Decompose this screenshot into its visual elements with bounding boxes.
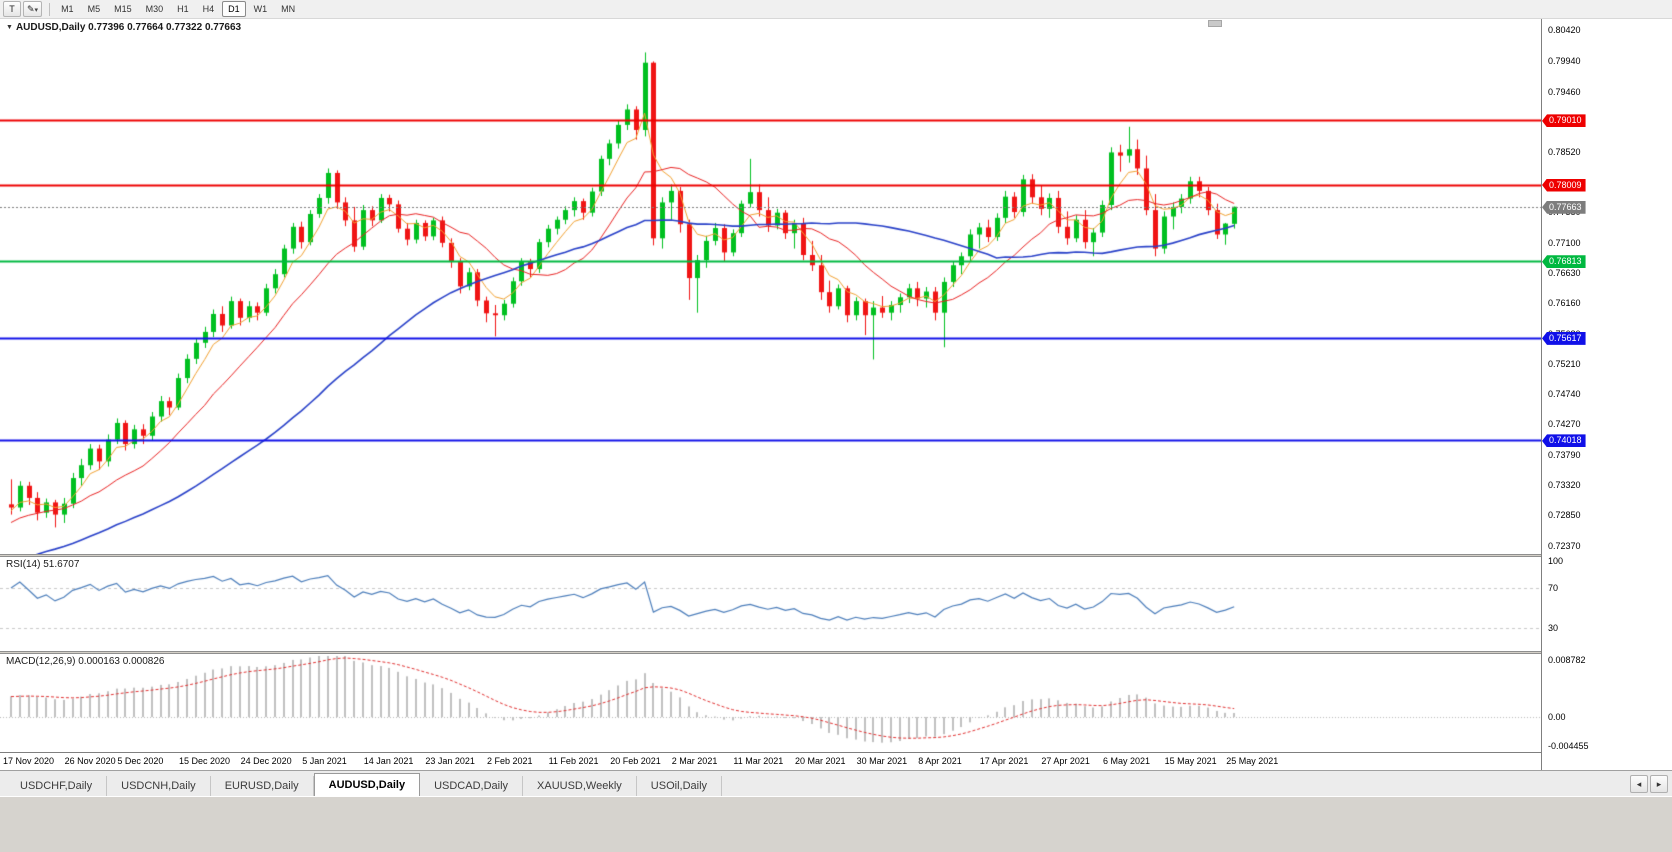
price-chart-canvas[interactable] bbox=[0, 19, 1541, 554]
price-scale-label: 0.76160 bbox=[1548, 298, 1581, 309]
timeframe-button-m5[interactable]: M5 bbox=[82, 1, 107, 17]
chart-tab-usdcad[interactable]: USDCAD,Daily bbox=[420, 776, 524, 796]
rsi-canvas[interactable] bbox=[0, 557, 1541, 651]
time-axis-label: 24 Dec 2020 bbox=[240, 756, 292, 766]
price-scale-label: 0.79940 bbox=[1548, 55, 1581, 66]
chart-tabs-bar: USDCHF,Daily USDCNH,Daily EURUSD,Daily AUDU… bbox=[0, 770, 1672, 797]
chart-tab-xauusd[interactable]: XAUUSD,Weekly bbox=[523, 776, 637, 796]
price-scale-label: 0.74270 bbox=[1548, 419, 1581, 430]
price-level-tag: 0.75617 bbox=[1542, 331, 1586, 345]
price-scale-label: 0.72850 bbox=[1548, 510, 1581, 521]
macd-scale-label: 0.008782 bbox=[1548, 655, 1586, 665]
time-axis-label: 17 Nov 2020 bbox=[3, 756, 55, 766]
chart-tab-usdchf[interactable]: USDCHF,Daily bbox=[6, 776, 108, 796]
chart-title-overlay: ▼ AUDUSD,Daily 0.77396 0.77664 0.77322 0.… bbox=[6, 22, 241, 33]
price-level-tag: 0.74018 bbox=[1542, 434, 1586, 448]
tabs-scroll-right-button[interactable]: ▸ bbox=[1650, 775, 1668, 793]
timeframe-button-m15[interactable]: M15 bbox=[108, 1, 138, 17]
status-area bbox=[0, 796, 1672, 852]
toolbar-separator bbox=[49, 2, 51, 16]
panel-splitter-rsi[interactable] bbox=[0, 554, 1672, 557]
rsi-scale-label: 100 bbox=[1548, 556, 1564, 566]
collapse-triangle-icon: ▼ bbox=[6, 24, 13, 31]
time-axis-label: 30 Mar 2021 bbox=[856, 756, 908, 766]
chart-shift-marker[interactable] bbox=[1208, 20, 1222, 27]
time-axis-label: 15 Dec 2020 bbox=[179, 756, 231, 766]
time-axis-label: 2 Feb 2021 bbox=[487, 756, 533, 766]
time-axis-label: 14 Jan 2021 bbox=[363, 756, 414, 766]
time-axis-label: 5 Dec 2020 bbox=[117, 756, 164, 766]
rsi-scale-label: 70 bbox=[1548, 583, 1559, 593]
time-axis-label: 26 Nov 2020 bbox=[64, 756, 116, 766]
chart-tab-usoil[interactable]: USOil,Daily bbox=[637, 776, 723, 796]
chevron-down-icon: ▾ bbox=[34, 7, 39, 14]
chart-toolbar: T ✎▾ M1 M5 M15 M30 H1 H4 D1 W1 MN bbox=[0, 0, 1672, 19]
time-axis-label: 20 Feb 2021 bbox=[610, 756, 661, 766]
price-scale[interactable]: 0.804200.799400.794600.789800.785200.780… bbox=[1541, 19, 1672, 770]
drawing-tools-button[interactable]: ✎▾ bbox=[23, 1, 43, 17]
price-scale-label: 0.79460 bbox=[1548, 86, 1581, 97]
rsi-label: RSI(14) 51.6707 bbox=[6, 559, 80, 570]
time-axis-label: 27 Apr 2021 bbox=[1041, 756, 1090, 766]
time-axis-label: 5 Jan 2021 bbox=[302, 756, 347, 766]
macd-label: MACD(12,26,9) 0.000163 0.000826 bbox=[6, 656, 165, 667]
timeframe-button-m1[interactable]: M1 bbox=[55, 1, 80, 17]
price-scale-label: 0.73790 bbox=[1548, 449, 1581, 460]
pencil-icon: ✎ bbox=[27, 4, 35, 14]
tabs-scroll-left-button[interactable]: ◂ bbox=[1630, 775, 1648, 793]
price-scale-label: 0.80420 bbox=[1548, 25, 1581, 35]
timeframe-button-mn[interactable]: MN bbox=[275, 1, 301, 17]
price-level-tag: 0.76813 bbox=[1542, 255, 1586, 269]
timeframe-button-h4[interactable]: H4 bbox=[197, 1, 221, 17]
price-level-tag: 0.78009 bbox=[1542, 178, 1586, 192]
timeframe-button-d1[interactable]: D1 bbox=[222, 1, 246, 17]
rsi-scale-label: 30 bbox=[1548, 623, 1559, 633]
chart-window: ▼ AUDUSD,Daily 0.77396 0.77664 0.77322 0.… bbox=[0, 19, 1672, 770]
time-axis-label: 25 May 2021 bbox=[1226, 756, 1279, 766]
panel-splitter-macd[interactable] bbox=[0, 651, 1672, 654]
time-axis-label: 20 Mar 2021 bbox=[795, 756, 846, 766]
timeframe-button-h1[interactable]: H1 bbox=[171, 1, 195, 17]
time-axis-label: 11 Mar 2021 bbox=[733, 756, 784, 766]
chart-tab-audusd[interactable]: AUDUSD,Daily bbox=[313, 773, 421, 797]
time-axis-label: 17 Apr 2021 bbox=[979, 756, 1029, 766]
tab-navigation: ◂ ▸ bbox=[1630, 775, 1668, 793]
price-scale-label: 0.75210 bbox=[1548, 358, 1581, 369]
time-axis[interactable]: 17 Nov 2020 26 Nov 2020 5 Dec 2020 15 Dec 2… bbox=[0, 752, 1541, 770]
time-axis-label: 15 May 2021 bbox=[1164, 756, 1217, 766]
timeframe-group: M1 M5 M15 M30 H1 H4 D1 W1 MN bbox=[55, 1, 301, 17]
chart-title: AUDUSD,Daily 0.77396 0.77664 0.77322 0.7… bbox=[15, 22, 242, 33]
price-level-tag: 0.79010 bbox=[1542, 114, 1586, 128]
pointer-tool-button[interactable]: T bbox=[3, 1, 21, 17]
macd-canvas[interactable] bbox=[0, 654, 1541, 752]
chart-tabs: USDCHF,Daily USDCNH,Daily EURUSD,Daily AUDU… bbox=[6, 773, 723, 797]
time-axis-label: 23 Jan 2021 bbox=[425, 756, 475, 766]
price-scale-label: 0.74740 bbox=[1548, 389, 1581, 400]
time-axis-label: 2 Mar 2021 bbox=[671, 756, 718, 766]
timeframe-button-m30[interactable]: M30 bbox=[140, 1, 170, 17]
macd-scale-label: -0.004455 bbox=[1548, 741, 1589, 751]
price-scale-label: 0.78520 bbox=[1548, 146, 1581, 157]
price-scale-label: 0.73320 bbox=[1548, 480, 1581, 491]
macd-scale-label: 0.00 bbox=[1548, 712, 1566, 723]
price-scale-label: 0.76630 bbox=[1548, 267, 1581, 278]
time-axis-label: 11 Feb 2021 bbox=[548, 756, 599, 766]
time-axis-label: 8 Apr 2021 bbox=[918, 756, 962, 766]
chart-tab-eurusd[interactable]: EURUSD,Daily bbox=[211, 776, 314, 796]
price-scale-label: 0.77100 bbox=[1548, 237, 1581, 248]
time-axis-label: 6 May 2021 bbox=[1103, 756, 1151, 766]
timeframe-button-w1[interactable]: W1 bbox=[248, 1, 274, 17]
chart-tab-usdcnh[interactable]: USDCNH,Daily bbox=[107, 776, 211, 796]
current-price-tag: 0.77663 bbox=[1542, 200, 1586, 214]
price-scale-label: 0.72370 bbox=[1548, 541, 1581, 551]
